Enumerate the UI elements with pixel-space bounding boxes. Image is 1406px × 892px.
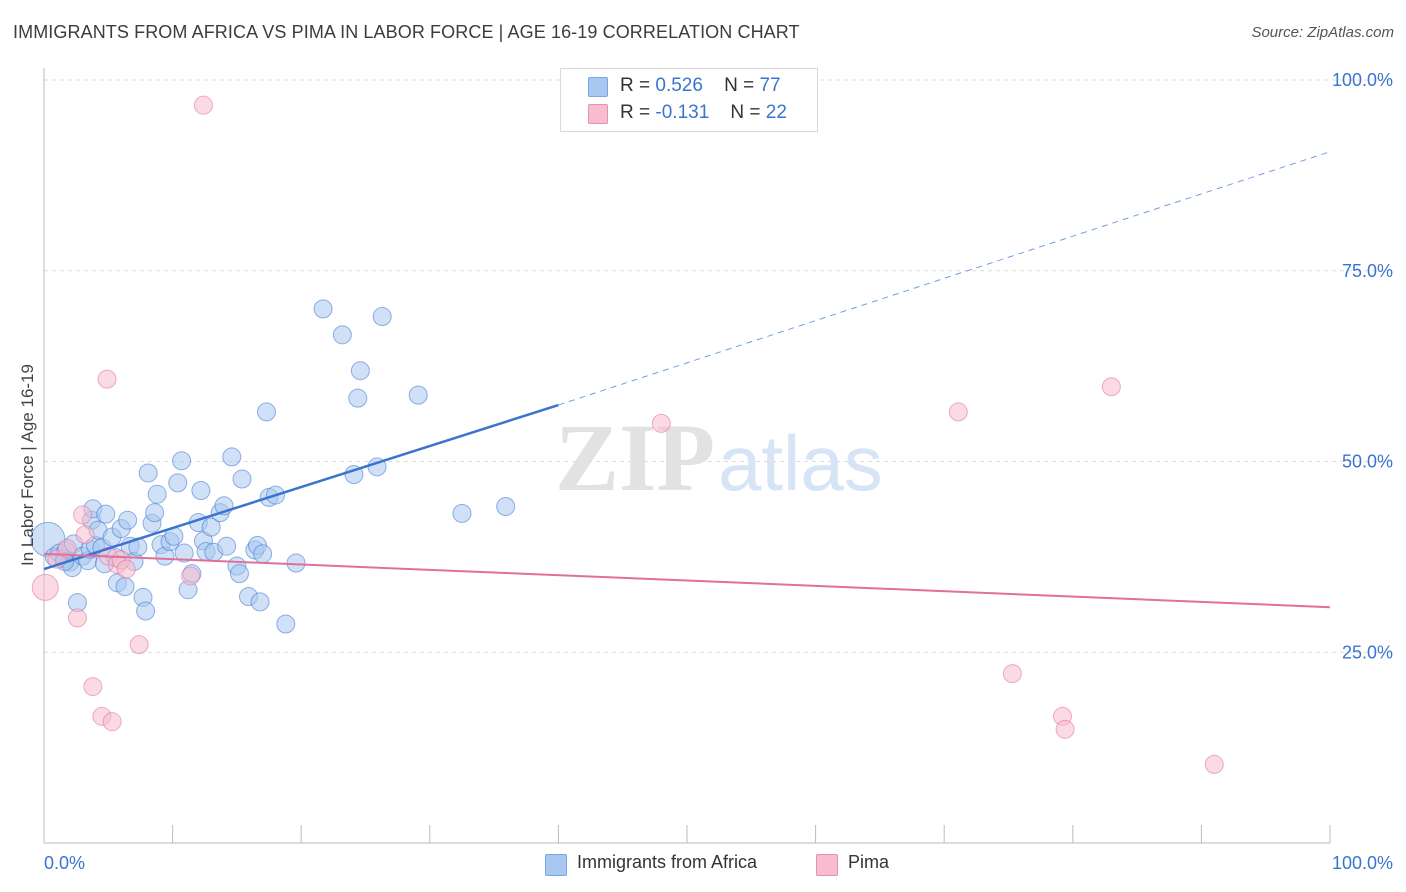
- africa-point: [138, 463, 158, 483]
- pima-point: [651, 413, 671, 433]
- pima-point: [129, 635, 149, 655]
- africa-point: [217, 536, 237, 556]
- africa-point: [256, 402, 276, 422]
- y-tick-label: 100.0%: [1332, 70, 1393, 90]
- africa-trend-extension: [558, 151, 1331, 406]
- pima-trend-line: [43, 552, 1331, 609]
- legend-r-label: R =: [620, 75, 651, 96]
- africa-point: [332, 325, 352, 345]
- africa-point: [229, 564, 249, 584]
- africa-point: [172, 451, 192, 471]
- africa-point: [96, 504, 116, 524]
- pima-point: [31, 573, 59, 601]
- legend-swatch-africa: [588, 77, 608, 97]
- pima-point: [1002, 664, 1022, 684]
- legend-r-value: 0.526: [655, 75, 703, 96]
- africa-point: [276, 614, 296, 634]
- source-label: Source: ZipAtlas.com: [1251, 24, 1394, 41]
- legend-n-value: 22: [765, 102, 787, 123]
- pima-point: [1204, 754, 1224, 774]
- legend-label-africa: Immigrants from Africa: [577, 852, 758, 872]
- africa-point: [232, 469, 252, 489]
- africa-point: [147, 484, 167, 504]
- pima-point: [73, 505, 93, 525]
- africa-point: [452, 503, 472, 523]
- africa-point: [168, 473, 188, 493]
- africa-point: [136, 601, 156, 621]
- y-tick-label: 50.0%: [1342, 452, 1393, 472]
- africa-point: [191, 480, 211, 500]
- pima-point: [116, 559, 136, 579]
- pima-point: [57, 538, 77, 558]
- africa-point: [145, 503, 165, 523]
- watermark-zip: ZIP: [555, 404, 715, 511]
- africa-point: [250, 592, 270, 612]
- chart-title: IMMIGRANTS FROM AFRICA VS PIMA IN LABOR …: [13, 22, 800, 42]
- pima-point: [102, 712, 122, 732]
- africa-point: [286, 553, 306, 573]
- africa-point: [201, 517, 221, 537]
- legend-n-value: 77: [759, 75, 781, 96]
- x-tick-label: 0.0%: [44, 853, 85, 873]
- legend-swatch-africa: [545, 854, 567, 876]
- x-tick-label: 100.0%: [1332, 853, 1393, 873]
- africa-point: [348, 388, 368, 408]
- pima-point: [67, 608, 87, 628]
- africa-point: [313, 299, 333, 319]
- africa-trend-line: [43, 403, 559, 571]
- y-axis-title: In Labor Force | Age 16-19: [18, 364, 37, 566]
- legend-n-label: N =: [724, 75, 755, 96]
- africa-point: [253, 544, 273, 564]
- pima-point: [193, 95, 213, 115]
- watermark-atlas: atlas: [718, 419, 883, 507]
- africa-point: [118, 510, 138, 530]
- y-tick-label: 25.0%: [1342, 642, 1393, 662]
- africa-point: [115, 577, 135, 597]
- africa-point: [350, 361, 370, 381]
- pima-point: [181, 566, 201, 586]
- africa-point: [174, 543, 194, 563]
- pima-point: [1055, 719, 1075, 739]
- pima-point: [948, 402, 968, 422]
- legend-swatch-pima: [816, 854, 838, 876]
- pima-point: [97, 369, 117, 389]
- pima-point: [1101, 377, 1121, 397]
- legend-r-label: R =: [620, 102, 651, 123]
- y-tick-label: 75.0%: [1342, 261, 1393, 281]
- pima-point: [75, 525, 95, 545]
- legend-r-value: -0.131: [655, 102, 710, 123]
- pima-point: [83, 677, 103, 697]
- africa-point: [372, 307, 392, 327]
- legend-swatch-pima: [588, 104, 608, 124]
- africa-point: [222, 447, 242, 467]
- legend-n-label: N =: [730, 102, 761, 123]
- africa-point: [496, 497, 516, 517]
- legend-label-pima: Pima: [848, 852, 890, 872]
- correlation-legend: R = 0.526 N = 77 R = -0.131 N = 22: [560, 68, 818, 132]
- africa-point: [408, 385, 428, 405]
